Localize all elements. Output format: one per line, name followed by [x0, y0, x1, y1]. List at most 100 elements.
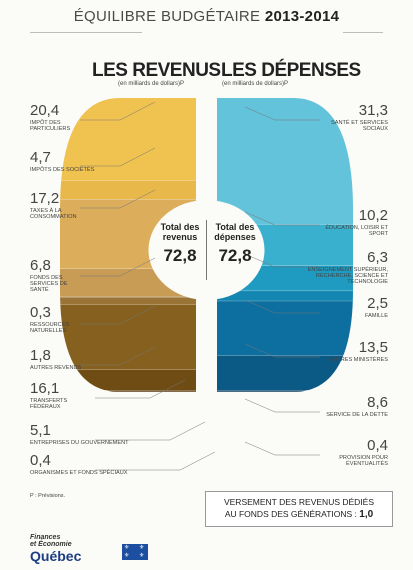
right-slice-4 — [217, 291, 353, 302]
title-rule-left — [30, 32, 142, 33]
box-value: 1,0 — [359, 509, 374, 520]
leader-line-left — [80, 346, 156, 366]
left-label-value: 1,8 — [30, 347, 51, 364]
title-rule-right — [343, 32, 383, 33]
left-slice-6 — [60, 297, 196, 305]
fonds-generations-box: VERSEMENT DES REVENUS DÉDIÉS AU FONDS DE… — [205, 491, 393, 527]
revenus-total-block: Total des revenus 72,8 — [150, 222, 210, 266]
left-label-text: Ressources naturelles — [30, 322, 70, 335]
left-label: 20,4 Impôt des particuliers — [30, 103, 100, 132]
right-label-value: 0,4 — [367, 437, 388, 454]
left-label: 1,8 Autres revenus — [30, 348, 100, 371]
leader-line-right — [244, 398, 320, 413]
right-label-value: 10,2 — [358, 207, 388, 224]
right-label-text: Autres ministères — [329, 357, 388, 363]
left-label-text: Impôt des particuliers — [30, 120, 71, 133]
left-slice-5 — [60, 296, 196, 298]
left-label-value: 4,7 — [30, 149, 51, 166]
right-slice-7 — [217, 390, 353, 392]
right-label-value: 8,6 — [367, 394, 388, 411]
left-slice-9 — [60, 390, 196, 392]
right-label-text: Famille — [364, 313, 388, 319]
right-label-text: Santé et services sociaux — [331, 120, 388, 133]
title-years: 2013-2014 — [264, 8, 340, 25]
left-label-text: Fonds des services de santé — [30, 275, 68, 294]
leader-line-left — [95, 451, 216, 471]
right-label: 2,5 Famille — [320, 296, 388, 319]
left-label-value: 5,1 — [30, 422, 51, 439]
leader-line-right — [244, 299, 320, 314]
leader-line-left — [80, 101, 156, 121]
right-label-text: Service de la dette — [326, 412, 388, 418]
leader-line-right — [244, 343, 320, 358]
revenus-total-label-2: revenus — [162, 232, 198, 242]
left-label-value: 0,3 — [30, 304, 51, 321]
revenus-unit: (en milliards de dollars)P — [118, 81, 185, 87]
left-label: 0,3 Ressources naturelles — [30, 305, 80, 334]
logo: Finances et Économie Québec — [30, 534, 81, 563]
depenses-total-label-2: dépenses — [214, 232, 256, 242]
leader-line-right — [244, 106, 320, 121]
quebec-flag-icon: ⚜ ⚜ ⚜ ⚜ — [122, 544, 148, 560]
left-label-value: 0,4 — [30, 452, 51, 469]
leader-line-left — [80, 147, 156, 167]
footnote: P : Prévisions. — [30, 493, 66, 499]
leader-line-left — [80, 257, 156, 277]
revenus-total-value: 72,8 — [163, 246, 197, 265]
right-label-value: 6,3 — [367, 249, 388, 266]
leader-line-right — [244, 253, 320, 268]
left-label: 5,1 Entreprises du gouvernement — [30, 423, 140, 446]
left-label-text: Transferts fédéraux — [30, 398, 68, 411]
revenus-heading: LES REVENUS — [92, 60, 221, 81]
left-label: 6,8 Fonds des services de santé — [30, 258, 80, 294]
title-prefix: ÉQUILIBRE BUDGÉTAIRE — [73, 8, 261, 25]
right-label: 10,2 Éducation, loisir et sport — [320, 208, 388, 237]
right-label: 6,3 Enseignement supérieur, recherche, sc… — [290, 250, 388, 286]
logo-line-2: et Économie — [30, 541, 72, 548]
leader-line-left — [80, 189, 156, 209]
box-line-2: AU FONDS DES GÉNÉRATIONS : — [224, 509, 360, 519]
left-label: 17,2 Taxes à la consommation — [30, 191, 102, 220]
right-label-text: Provision pour éventualités — [339, 455, 388, 468]
right-label: 0,4 Provision pour éventualités — [310, 438, 388, 467]
revenus-total-label-1: Total des — [160, 222, 200, 232]
logo-line-1: Finances — [30, 534, 61, 541]
left-label-text: Entreprises du gouvernement — [30, 440, 129, 446]
left-slice-7 — [60, 304, 196, 370]
right-label: 8,6 Service de la dette — [320, 395, 388, 418]
depenses-unit: (en milliards de dollars)P — [222, 81, 289, 87]
right-label: 13,5 Autres ministères — [320, 340, 388, 363]
right-label-text: Éducation, loisir et sport — [325, 225, 388, 238]
left-label-value: 6,8 — [30, 257, 51, 274]
box-line-1: VERSEMENT DES REVENUS DÉDIÉS — [223, 497, 375, 507]
left-label-text: Taxes à la consommation — [30, 208, 77, 221]
leader-line-left — [95, 421, 206, 441]
leader-line-right — [244, 211, 320, 226]
left-slice-8 — [60, 369, 196, 391]
leader-line-left — [95, 379, 186, 399]
left-label: 16,1 Transferts fédéraux — [30, 381, 80, 410]
left-label: 0,4 Organismes et fonds spéciaux — [30, 453, 140, 476]
right-label-value: 13,5 — [358, 339, 388, 356]
left-label-value: 17,2 — [30, 190, 60, 207]
left-label-text: Impôts des sociétés — [30, 167, 95, 173]
left-label-value: 16,1 — [30, 380, 60, 397]
depenses-total-label-1: Total des — [215, 222, 255, 232]
left-label-value: 20,4 — [30, 102, 60, 119]
logo-line-3: Québec — [30, 548, 82, 564]
leader-line-left — [80, 305, 156, 325]
left-label-text: Autres revenus — [30, 365, 82, 371]
right-label-value: 2,5 — [367, 295, 388, 312]
page-title: ÉQUILIBRE BUDGÉTAIRE 2013-2014 — [0, 8, 413, 25]
right-slice-1 — [217, 98, 353, 225]
right-label-text: Enseignement supérieur, recherche, scien… — [307, 267, 388, 286]
depenses-heading: LES DÉPENSES — [221, 60, 361, 81]
depenses-total-value: 72,8 — [218, 246, 252, 265]
right-label-value: 31,3 — [358, 102, 388, 119]
leader-line-right — [244, 441, 320, 456]
right-slice-5 — [217, 301, 353, 356]
left-slice-2 — [60, 180, 196, 200]
depenses-total-block: Total des dépenses 72,8 — [205, 222, 265, 266]
